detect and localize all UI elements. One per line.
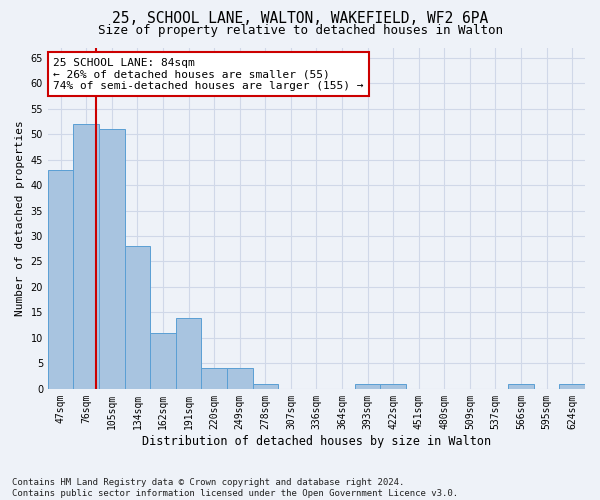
Bar [355,384,380,389]
Bar [176,318,202,389]
Text: Contains HM Land Registry data © Crown copyright and database right 2024.
Contai: Contains HM Land Registry data © Crown c… [12,478,458,498]
Bar [227,368,253,389]
Bar [125,246,150,389]
Bar [253,384,278,389]
Bar [202,368,227,389]
Text: Size of property relative to detached houses in Walton: Size of property relative to detached ho… [97,24,503,37]
Bar [73,124,99,389]
Text: 25, SCHOOL LANE, WALTON, WAKEFIELD, WF2 6PA: 25, SCHOOL LANE, WALTON, WAKEFIELD, WF2 … [112,11,488,26]
Bar [48,170,73,389]
Bar [380,384,406,389]
Text: 25 SCHOOL LANE: 84sqm
← 26% of detached houses are smaller (55)
74% of semi-deta: 25 SCHOOL LANE: 84sqm ← 26% of detached … [53,58,364,91]
Bar [99,129,125,389]
Bar [508,384,534,389]
Bar [559,384,585,389]
Bar [150,333,176,389]
Y-axis label: Number of detached properties: Number of detached properties [15,120,25,316]
X-axis label: Distribution of detached houses by size in Walton: Distribution of detached houses by size … [142,434,491,448]
